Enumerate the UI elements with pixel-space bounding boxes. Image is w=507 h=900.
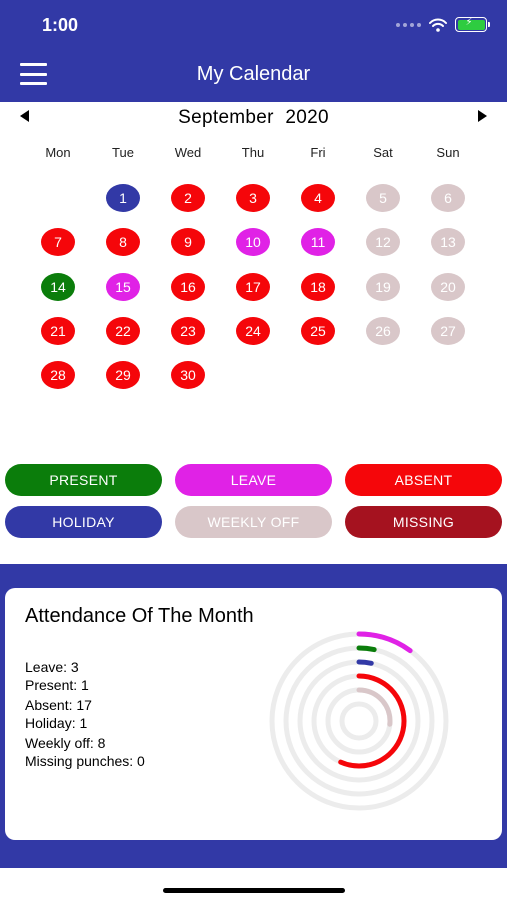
- calendar-day-15[interactable]: 15: [106, 273, 140, 301]
- calendar-day-17[interactable]: 17: [236, 273, 270, 301]
- calendar-day-23[interactable]: 23: [171, 317, 205, 345]
- ring-arc-absent: [338, 673, 407, 769]
- ring-track-missing: [339, 701, 379, 741]
- ring-arc-present: [356, 645, 377, 653]
- calendar-day-9[interactable]: 9: [171, 228, 205, 256]
- calendar-day-21[interactable]: 21: [41, 317, 75, 345]
- month-label: September 2020: [178, 107, 329, 128]
- legend-holiday-button[interactable]: HOLIDAY: [5, 506, 162, 538]
- calendar-day-27[interactable]: 27: [431, 317, 465, 345]
- signal-icon: [396, 22, 421, 27]
- calendar-day-19[interactable]: 19: [366, 273, 400, 301]
- ring-arc-leave: [356, 631, 413, 654]
- weekday-tue: Tue: [112, 145, 134, 160]
- weekday-sun: Sun: [436, 145, 460, 160]
- calendar-day-14[interactable]: 14: [41, 273, 75, 301]
- month-navigation: September 2020: [0, 104, 507, 134]
- calendar-day-20[interactable]: 20: [431, 273, 465, 301]
- chevron-right-icon[interactable]: [478, 110, 487, 122]
- calendar-day-22[interactable]: 22: [106, 317, 140, 345]
- calendar-day-10[interactable]: 10: [236, 228, 270, 256]
- status-icons: [396, 17, 490, 32]
- home-indicator: [163, 888, 345, 893]
- stat-absent: Absent: 17: [25, 697, 92, 713]
- wifi-icon: [429, 18, 447, 32]
- calendar-day-26[interactable]: 26: [366, 317, 400, 345]
- stat-holiday: Holiday: 1: [25, 715, 88, 731]
- battery-icon: [455, 17, 490, 32]
- ring-track-present: [283, 645, 435, 797]
- ring-arc-weekly_off: [356, 687, 393, 727]
- calendar-day-13[interactable]: 13: [431, 228, 465, 256]
- legend-leave-button[interactable]: LEAVE: [175, 464, 332, 496]
- stat-present: Present: 1: [25, 677, 89, 693]
- ring-track-holiday: [297, 659, 421, 783]
- calendar-day-18[interactable]: 18: [301, 273, 335, 301]
- calendar-day-25[interactable]: 25: [301, 317, 335, 345]
- stat-weekly-off: Weekly off: 8: [25, 735, 106, 751]
- calendar-day-28[interactable]: 28: [41, 361, 75, 389]
- calendar-day-8[interactable]: 8: [106, 228, 140, 256]
- card-title: Attendance Of The Month: [25, 605, 254, 627]
- weekday-sat: Sat: [373, 145, 393, 160]
- calendar-day-6[interactable]: 6: [431, 184, 465, 212]
- legend-missing-button[interactable]: MISSING: [345, 506, 502, 538]
- legend-absent-button[interactable]: ABSENT: [345, 464, 502, 496]
- attendance-ring-chart: [269, 631, 449, 811]
- stat-leave: Leave: 3: [25, 659, 79, 675]
- calendar-day-4[interactable]: 4: [301, 184, 335, 212]
- calendar-day-5[interactable]: 5: [366, 184, 400, 212]
- weekday-mon: Mon: [45, 145, 71, 160]
- calendar-day-12[interactable]: 12: [366, 228, 400, 256]
- chevron-left-icon[interactable]: [20, 110, 29, 122]
- legend-weekly-off-button[interactable]: WEEKLY OFF: [175, 506, 332, 538]
- calendar-day-2[interactable]: 2: [171, 184, 205, 212]
- attendance-card: Attendance Of The Month Leave: 3 Present…: [5, 588, 502, 840]
- weekday-thu: Thu: [241, 145, 265, 160]
- weekday-fri: Fri: [310, 145, 326, 160]
- page-title: My Calendar: [196, 63, 311, 85]
- calendar-day-29[interactable]: 29: [106, 361, 140, 389]
- stat-missing: Missing punches: 0: [25, 753, 145, 769]
- calendar-day-30[interactable]: 30: [171, 361, 205, 389]
- calendar-day-3[interactable]: 3: [236, 184, 270, 212]
- calendar-day-16[interactable]: 16: [171, 273, 205, 301]
- ring-arc-holiday: [356, 659, 374, 666]
- app-bar: My Calendar: [0, 50, 507, 102]
- legend-present-button[interactable]: PRESENT: [5, 464, 162, 496]
- status-bar: 1:00: [0, 0, 507, 50]
- hamburger-menu-icon[interactable]: [20, 63, 47, 85]
- attendance-stats: Leave: 3 Present: 1 Absent: 17 Holiday: …: [25, 658, 145, 770]
- calendar-day-7[interactable]: 7: [41, 228, 75, 256]
- calendar-day-24[interactable]: 24: [236, 317, 270, 345]
- calendar-day-1[interactable]: 1: [106, 184, 140, 212]
- status-time: 1:00: [42, 15, 79, 35]
- weekday-wed: Wed: [174, 145, 202, 160]
- calendar-day-11[interactable]: 11: [301, 228, 335, 256]
